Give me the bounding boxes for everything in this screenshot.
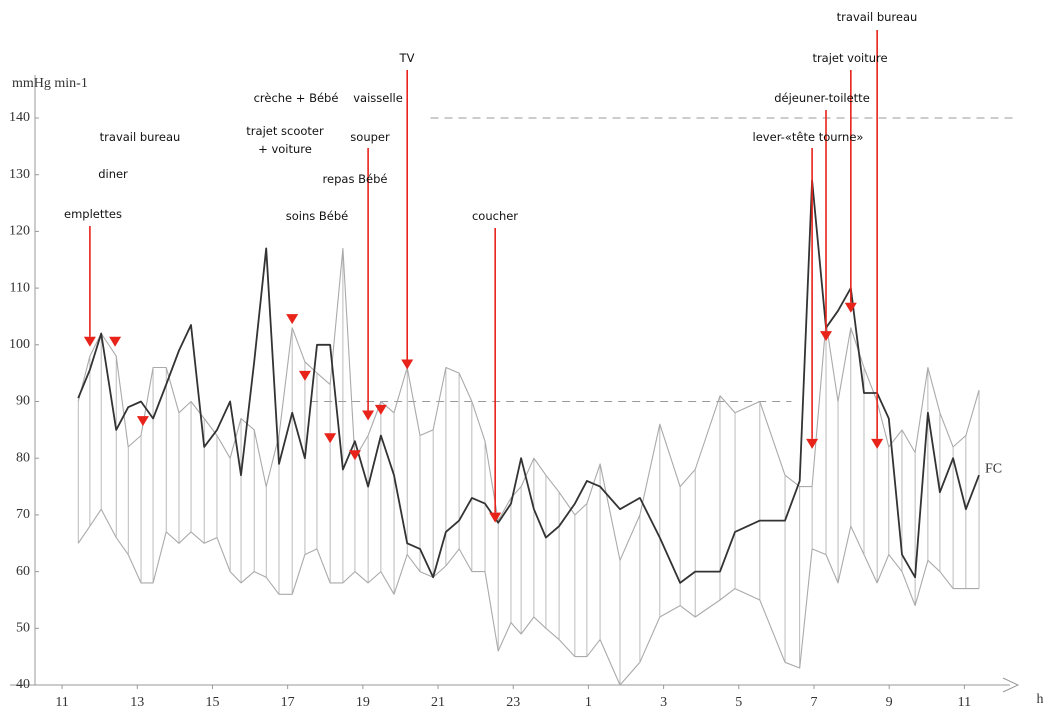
- heart-rate-line: [77, 179, 980, 584]
- x-tick-label: 17: [281, 695, 295, 710]
- annotation-label: coucher: [471, 209, 519, 223]
- y-axis-label: mmHg min-1: [12, 76, 88, 91]
- y-tick-label: 50: [16, 621, 30, 636]
- x-tick-label: 11: [958, 695, 971, 710]
- pressure-line: [77, 508, 979, 686]
- annotation-label: diner: [98, 167, 128, 181]
- x-tick-label: 23: [506, 695, 520, 710]
- annotation-marker: [871, 438, 884, 449]
- annotation-marker: [374, 404, 387, 415]
- x-tick-label: 5: [735, 695, 742, 710]
- pressure-line: [77, 247, 980, 561]
- x-tick-label: 1: [585, 695, 592, 710]
- annotation-label: trajet scooter + voiture: [246, 124, 324, 156]
- annotation-label: travail bureau: [836, 10, 918, 24]
- annotation-marker: [844, 302, 857, 313]
- y-tick-label: 140: [9, 110, 30, 125]
- x-tick-label: 15: [205, 695, 219, 710]
- x-tick-label: 7: [810, 695, 817, 710]
- annotation-label: trajet voiture: [812, 51, 888, 65]
- annotation-label: vaisselle: [353, 91, 403, 105]
- annotation-marker: [489, 512, 502, 523]
- annotation-marker: [820, 331, 833, 342]
- annotation-label: repas Bébé: [322, 172, 388, 186]
- annotation-label: travail bureau: [99, 130, 181, 144]
- annotation-marker: [298, 370, 311, 381]
- annotation-label: emplettes: [64, 207, 122, 221]
- x-axis-arrow: [1002, 677, 1020, 693]
- x-tick-label: 13: [130, 695, 144, 710]
- annotation-label: crèche + Bébé: [253, 91, 339, 105]
- x-tick-label: 3: [660, 695, 667, 710]
- y-tick-label: 100: [9, 337, 30, 352]
- y-tick-label: 40: [16, 677, 30, 692]
- annotation-marker: [401, 359, 414, 370]
- annotation-marker: [324, 433, 337, 444]
- x-tick-label: 19: [356, 695, 370, 710]
- annotation-label: souper: [350, 130, 390, 144]
- annotation-label: soins Bébé: [285, 209, 349, 223]
- y-tick-label: 80: [16, 450, 30, 465]
- annotation-marker: [109, 336, 122, 347]
- y-tick-label: 70: [16, 507, 30, 522]
- annotation-marker: [806, 438, 819, 449]
- y-tick-label: 90: [16, 394, 30, 409]
- annotation-marker: [348, 450, 361, 461]
- series-label: FC: [985, 461, 1002, 476]
- y-tick-label: 120: [9, 224, 30, 239]
- x-tick-label: 9: [886, 695, 893, 710]
- y-tick-label: 130: [9, 167, 30, 182]
- annotation-label: TV: [399, 51, 415, 65]
- annotation-marker: [83, 336, 96, 347]
- x-tick-label: 11: [55, 695, 68, 710]
- y-tick-label: 110: [10, 280, 30, 295]
- annotation-label: lever-«tête tourne»: [752, 130, 864, 144]
- annotation-marker: [286, 314, 299, 325]
- x-tick-label: 21: [431, 695, 445, 710]
- annotation-marker: [362, 410, 375, 421]
- x-axis-label: h: [1037, 692, 1044, 707]
- y-tick-label: 60: [16, 564, 30, 579]
- annotation-label: déjeuner-toilette: [774, 91, 870, 105]
- annotation-marker: [136, 416, 149, 427]
